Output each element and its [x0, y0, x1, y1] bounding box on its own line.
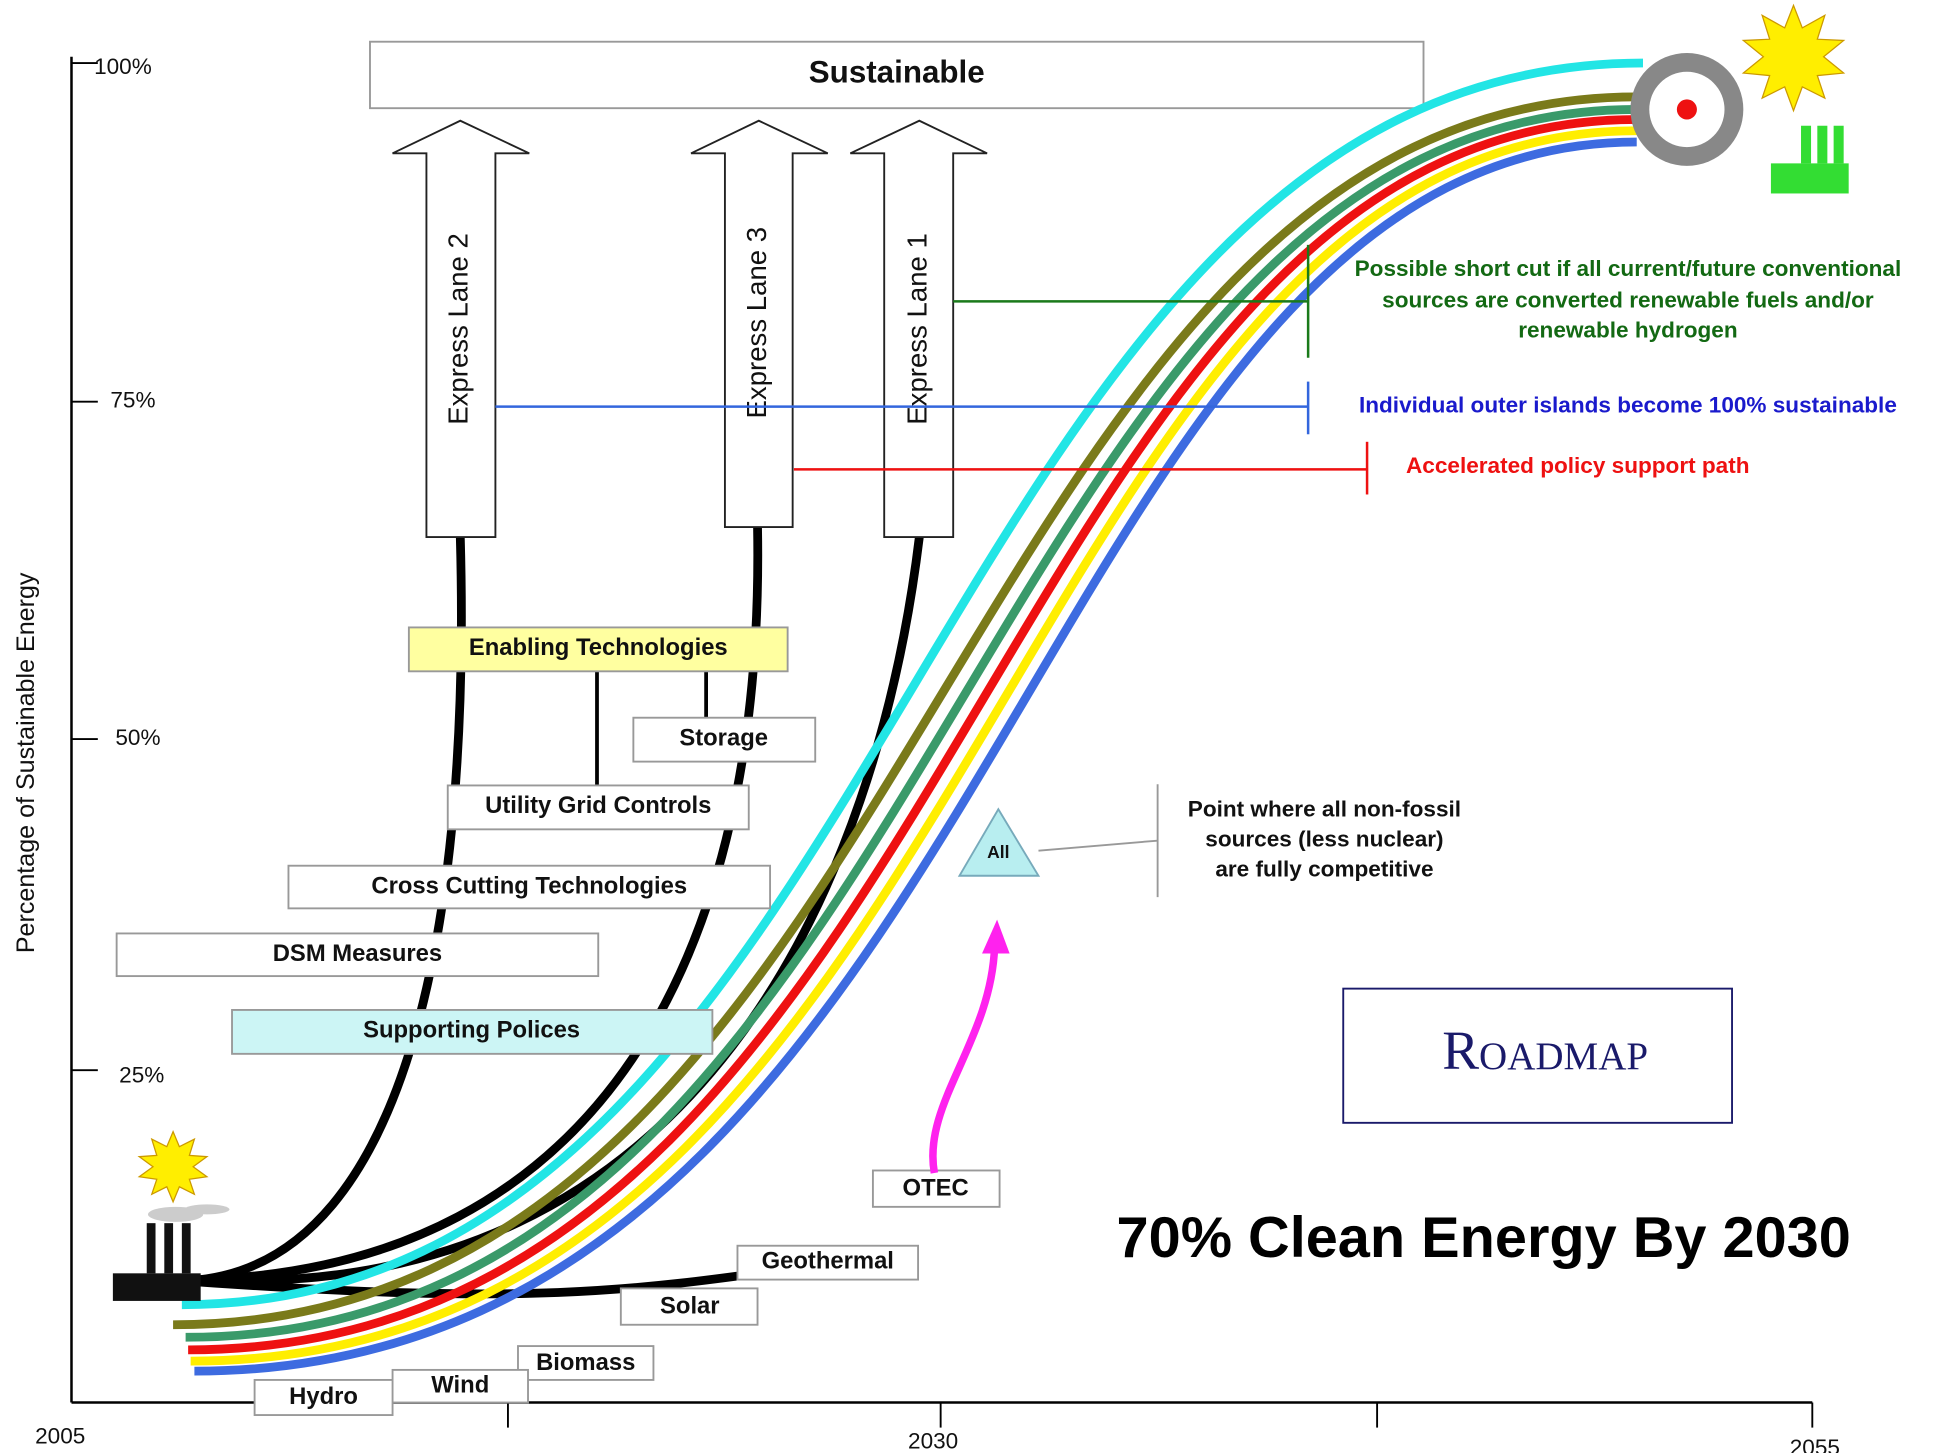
source-label: OTEC: [903, 1175, 969, 1202]
source-label: Geothermal: [762, 1247, 894, 1274]
x-tick-label: 2005: [35, 1424, 85, 1449]
annotation: renewable hydrogen: [1518, 317, 1737, 342]
shape: [1771, 163, 1849, 193]
y-axis-label: Percentage of Sustainable Energy: [12, 572, 40, 953]
y-tick-label: 100%: [94, 54, 152, 79]
roadmap-label: Roadmap: [1442, 1020, 1648, 1081]
y-tick-label: 25%: [119, 1062, 164, 1087]
y-tick-label: 75%: [110, 388, 155, 413]
group: [148, 1204, 230, 1222]
express-lane: Express Lane 1: [902, 233, 933, 425]
annotation: sources (less nuclear): [1205, 827, 1443, 852]
box-label: Storage: [679, 724, 768, 751]
shape: [1801, 126, 1811, 164]
shape: [184, 1204, 229, 1214]
box-label: Cross Cutting Technologies: [371, 872, 687, 899]
shape: [113, 1273, 201, 1301]
y-tick-label: 50%: [115, 725, 160, 750]
shape: [933, 947, 995, 1173]
source-label: Wind: [431, 1372, 489, 1399]
annotation: are fully competitive: [1215, 857, 1433, 882]
box-label: Supporting Polices: [363, 1017, 580, 1044]
annotation: Point where all non-fossil: [1188, 796, 1461, 821]
box-label: Utility Grid Controls: [485, 792, 711, 819]
box-label: DSM Measures: [273, 940, 442, 967]
group: [113, 1223, 201, 1301]
shape: [147, 1223, 156, 1273]
group: [393, 121, 987, 537]
annotation: Possible short cut if all current/future…: [1355, 256, 1902, 281]
box-label: Enabling Technologies: [469, 634, 728, 661]
headline: 70% Clean Energy By 2030: [1117, 1206, 1851, 1270]
express-lane: Express Lane 2: [443, 233, 474, 425]
shape: [164, 1223, 173, 1273]
annotation: Accelerated policy support path: [1406, 453, 1750, 478]
source-label: Hydro: [289, 1383, 358, 1410]
roadmap-diagram: 100% 75% 50% 25% 2005 2030 2055 Percenta…: [0, 0, 1944, 1453]
group: Point where all non-fossil sources (less…: [1188, 796, 1461, 881]
shape: [1038, 841, 1157, 851]
group: [1771, 126, 1849, 194]
sustainable-label: Sustainable: [809, 55, 985, 90]
source-label: Biomass: [536, 1349, 635, 1376]
all-label: All: [987, 842, 1009, 862]
shape: [1677, 99, 1697, 119]
shape: [1834, 126, 1844, 164]
shape: [139, 1132, 207, 1202]
shape: [182, 1223, 191, 1273]
shape: [982, 920, 1010, 954]
group: Possible short cut if all current/future…: [1355, 256, 1902, 342]
source-label: Solar: [660, 1292, 720, 1319]
express-lane: Express Lane 3: [741, 227, 772, 419]
x-tick-label: 2055: [1790, 1435, 1840, 1453]
shape: [1817, 126, 1827, 164]
shape: [1743, 5, 1843, 110]
x-tick-label: 2030: [908, 1429, 958, 1453]
annotation: sources are converted renewable fuels an…: [1382, 287, 1874, 312]
annotation: Individual outer islands become 100% sus…: [1359, 393, 1897, 418]
